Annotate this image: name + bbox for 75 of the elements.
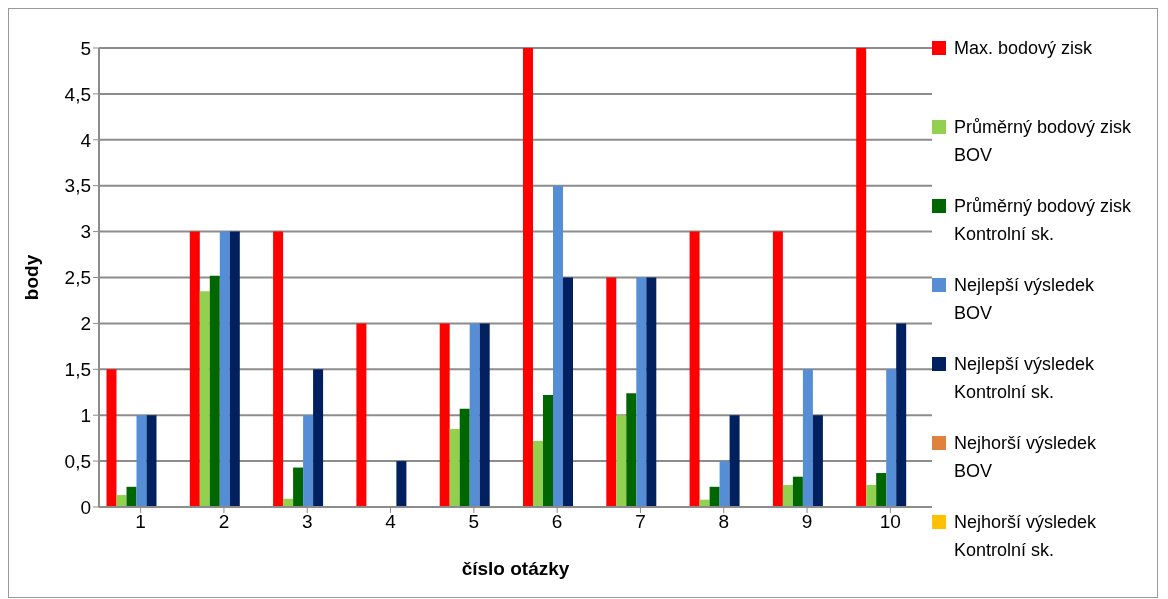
bar — [886, 369, 897, 507]
bar — [273, 231, 284, 507]
y-tick-label: 4 — [80, 129, 92, 151]
bar — [626, 393, 637, 507]
bar — [356, 323, 367, 507]
x-tick-label: 6 — [551, 511, 563, 533]
bar — [303, 415, 314, 507]
bar — [126, 486, 137, 507]
y-tick-label: 2,5 — [64, 267, 91, 289]
bar — [543, 395, 553, 507]
legend-label: Nejhorší výsledek BOV — [954, 432, 1098, 483]
bar — [606, 277, 617, 507]
bar — [116, 495, 127, 507]
bar — [229, 231, 240, 507]
x-tick-label: 7 — [635, 511, 646, 533]
bar — [866, 484, 877, 507]
legend-label: Nejlepší výsledek Kontrolní sk. — [954, 353, 1096, 404]
bar — [479, 323, 490, 507]
y-tick-label: 1,5 — [64, 359, 91, 381]
bar — [563, 277, 573, 507]
bar — [439, 323, 450, 507]
y-tick-label: 0 — [80, 496, 91, 518]
legend-label: Nejlepší výsledek BOV — [954, 274, 1096, 325]
y-tick-label: 4,5 — [64, 83, 91, 105]
x-tick-label: 9 — [801, 511, 813, 533]
x-tick-label: 8 — [718, 511, 730, 533]
bar — [189, 231, 200, 507]
x-axis-title: číslo otázky — [461, 558, 570, 579]
legend-label: Max. bodový zisk — [954, 37, 1094, 60]
x-tick-label: 10 — [879, 511, 901, 533]
bar — [146, 415, 157, 507]
bar — [729, 415, 740, 507]
bar — [812, 415, 823, 507]
bar — [792, 476, 803, 507]
bar — [219, 231, 230, 507]
bar — [719, 461, 730, 507]
y-tick-label: 1 — [80, 404, 91, 426]
bar — [689, 231, 700, 507]
y-tick-label: 0,5 — [64, 450, 91, 472]
legend-label: Průměrný bodový zisk BOV — [954, 116, 1133, 167]
bar — [396, 461, 407, 507]
x-tick-label: 1 — [135, 511, 146, 533]
bar — [709, 486, 720, 507]
y-axis-title: body — [20, 254, 42, 301]
bar — [209, 275, 220, 507]
bar — [199, 291, 210, 507]
legend-label: Průměrný bodový zisk Kontrolní sk. — [954, 195, 1133, 246]
bar — [293, 467, 304, 507]
bar — [782, 484, 793, 507]
x-tick-label: 5 — [468, 511, 480, 533]
bar — [772, 231, 783, 507]
y-tick-label: 2 — [80, 313, 91, 335]
bar — [459, 408, 470, 507]
bar — [533, 440, 543, 507]
bar — [636, 277, 647, 507]
x-tick-label: 3 — [301, 511, 313, 533]
x-tick-label: 2 — [218, 511, 230, 533]
bar — [469, 323, 480, 507]
legend-label: Nejhorší výsledek Kontrolní sk. — [954, 511, 1098, 562]
y-tick-label: 5 — [80, 37, 91, 59]
bar — [876, 473, 887, 507]
bar — [523, 48, 533, 507]
x-tick-label: 4 — [385, 511, 397, 533]
bar — [896, 323, 907, 507]
bar — [553, 185, 563, 507]
bar — [802, 369, 813, 507]
y-tick-label: 3 — [80, 221, 91, 243]
bar — [646, 277, 657, 507]
bar — [449, 428, 460, 507]
bar — [136, 415, 147, 507]
bar — [616, 415, 627, 507]
bar — [313, 369, 324, 507]
bar — [856, 48, 867, 507]
y-tick-label: 3,5 — [64, 175, 91, 197]
bar — [106, 369, 117, 507]
